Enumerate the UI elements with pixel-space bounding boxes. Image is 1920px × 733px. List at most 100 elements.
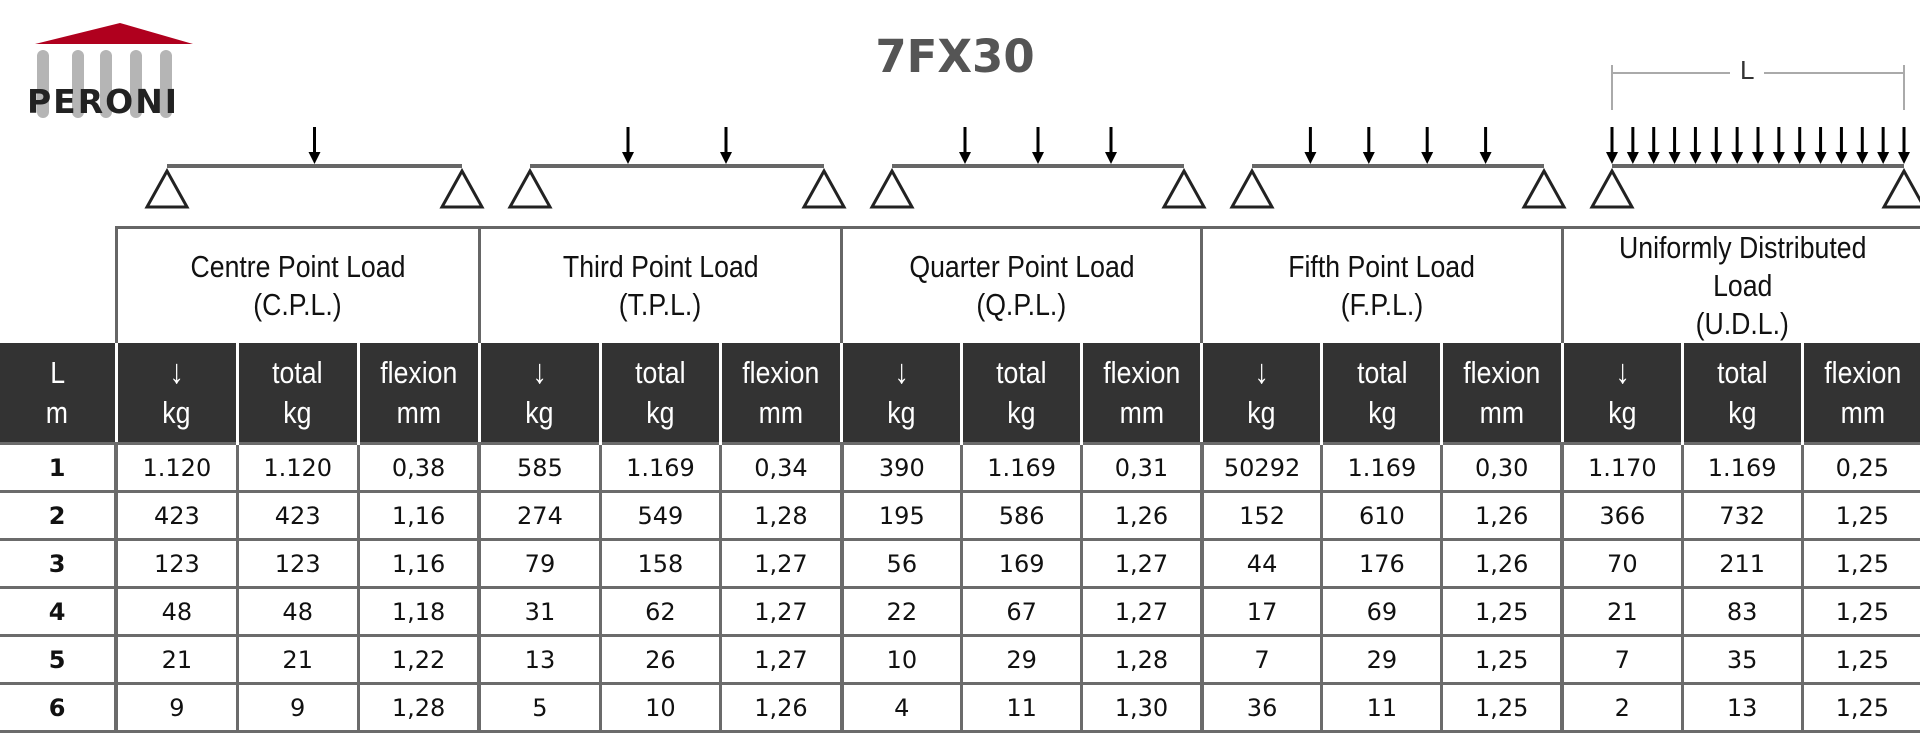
flexion-cell: 1,28 — [356, 682, 481, 733]
flexion-cell: 1,25 — [1800, 586, 1920, 637]
header-label: flexion — [380, 354, 458, 390]
group-header: Third Point Load (T.P.L.) — [477, 226, 844, 343]
support-triangle-icon — [144, 167, 190, 209]
flexion-header: flexion mm — [356, 343, 480, 444]
flexion-cell: 0,31 — [1080, 442, 1204, 493]
unit-label: kg — [1367, 394, 1396, 430]
length-cell: 2 — [0, 490, 118, 541]
length-label: L — [49, 354, 65, 390]
length-cell: 3 — [0, 538, 118, 589]
total-load-header: total kg — [235, 343, 359, 444]
flexion-cell: 1,16 — [356, 490, 481, 541]
total-load-cell: 29 — [960, 634, 1084, 685]
total-load-cell: 1.169 — [1680, 442, 1804, 493]
unit-label: mm — [1840, 394, 1886, 430]
down-arrow-icon: ↓ — [1614, 352, 1630, 391]
down-arrow-icon: ↓ — [532, 352, 547, 391]
group-header: Centre Point Load (C.P.L.) — [114, 226, 481, 343]
load-arrowhead-icon — [1479, 152, 1492, 164]
load-arrowhead-icon — [1362, 152, 1375, 164]
logo-mark-icon — [35, 23, 193, 118]
load-per-point-cell: 7 — [1560, 634, 1684, 685]
flexion-cell: 1,27 — [1080, 586, 1204, 637]
table-row: 4 48 48 1,18 31 62 1,27 22 67 1,27 17 69 1,25 21 83 1,2… — [0, 586, 1920, 637]
unit-label: kg — [887, 394, 916, 430]
load-arrowhead-icon — [1606, 152, 1618, 164]
group-header: Quarter Point Load (Q.P.L.) — [840, 226, 1204, 343]
total-load-cell: 62 — [598, 586, 723, 637]
load-per-point-header: ↓ kg — [114, 343, 238, 444]
load-arrowhead-icon — [720, 152, 732, 164]
total-load-cell: 1.169 — [598, 442, 723, 493]
unit-label: kg — [525, 394, 554, 430]
header-label: total — [1356, 354, 1408, 390]
unit-label: mm — [1479, 394, 1525, 430]
length-cell: 1 — [0, 442, 118, 493]
logo-text: PERONI — [27, 82, 180, 121]
flexion-cell: 1,30 — [1080, 682, 1204, 733]
group-header: Uniformly Distributed Load (U.D.L.) — [1560, 226, 1920, 343]
load-per-point-cell: 366 — [1560, 490, 1684, 541]
table-row: 2 423 423 1,16 274 549 1,28 195 586 1,26 152 610 1,2… — [0, 490, 1920, 541]
header-label: flexion — [1824, 354, 1902, 390]
flexion-cell: 1,28 — [719, 490, 844, 541]
group-abbr: (C.P.L.) — [253, 287, 342, 322]
load-arrowhead-icon — [1421, 152, 1434, 164]
group-name: Fifth Point Load — [1288, 249, 1476, 284]
load-per-point-cell: 195 — [839, 490, 964, 541]
load-per-point-cell: 70 — [1560, 538, 1684, 589]
support-triangle-icon — [439, 167, 485, 209]
total-load-cell: 158 — [598, 538, 723, 589]
flexion-cell: 1,26 — [1440, 490, 1564, 541]
group-header: Fifth Point Load (F.P.L.) — [1200, 226, 1564, 343]
flexion-cell: 1,18 — [356, 586, 481, 637]
load-per-point-header: ↓ kg — [477, 343, 601, 444]
load-per-point-cell: 390 — [839, 442, 964, 493]
load-per-point-cell: 9 — [114, 682, 239, 733]
flexion-header: flexion mm — [1800, 343, 1920, 444]
span-length-label: L — [1730, 55, 1765, 86]
page-title: 7FX30 — [875, 30, 1035, 83]
table-row: 3 123 123 1,16 79 158 1,27 56 169 1,27 44 176 1,26 70… — [0, 538, 1920, 589]
load-per-point-cell: 48 — [114, 586, 239, 637]
unit-label: mm — [396, 394, 441, 430]
header-label: total — [996, 354, 1047, 390]
total-load-cell: 1.169 — [1320, 442, 1444, 493]
load-per-point-cell: 123 — [114, 538, 239, 589]
flexion-cell: 1,26 — [719, 682, 844, 733]
unit-label: kg — [1728, 394, 1757, 430]
header-label: total — [272, 354, 323, 390]
load-arrowhead-icon — [1710, 152, 1723, 164]
load-arrowhead-icon — [1814, 152, 1827, 164]
load-arrowhead-icon — [1689, 152, 1702, 164]
group-name: Third Point Load — [562, 249, 759, 284]
support-triangle-icon — [1881, 167, 1920, 209]
column-header-row: L m ↓ kg total kg flexion mm ↓ kg total kg flexion… — [0, 343, 1920, 444]
flexion-cell: 0,25 — [1800, 442, 1920, 493]
load-per-point-cell: 17 — [1199, 586, 1324, 637]
load-per-point-cell: 13 — [477, 634, 602, 685]
total-load-cell: 83 — [1680, 586, 1804, 637]
total-load-cell: 176 — [1320, 538, 1444, 589]
support-triangle-icon — [1589, 167, 1635, 209]
flexion-cell: 1,25 — [1800, 490, 1920, 541]
load-per-point-cell: 7 — [1199, 634, 1324, 685]
flexion-cell: 1,28 — [1080, 634, 1204, 685]
flexion-cell: 1,25 — [1440, 586, 1564, 637]
total-load-cell: 26 — [598, 634, 723, 685]
support-triangle-icon — [507, 167, 553, 209]
total-load-cell: 169 — [960, 538, 1084, 589]
support-triangle-icon — [869, 167, 915, 209]
flexion-header: flexion mm — [1440, 343, 1563, 444]
load-arrowhead-icon — [1668, 152, 1681, 164]
flexion-cell: 1,25 — [1800, 538, 1920, 589]
header-label: flexion — [742, 354, 820, 390]
header-label: flexion — [1463, 354, 1541, 390]
load-per-point-cell: 56 — [839, 538, 964, 589]
flexion-cell: 1,25 — [1800, 682, 1920, 733]
load-arrowhead-icon — [1772, 152, 1785, 164]
load-arrowhead-icon — [1304, 152, 1317, 164]
load-per-point-cell: 423 — [114, 490, 239, 541]
flexion-cell: 0,38 — [356, 442, 481, 493]
total-load-header: total kg — [1680, 343, 1803, 444]
